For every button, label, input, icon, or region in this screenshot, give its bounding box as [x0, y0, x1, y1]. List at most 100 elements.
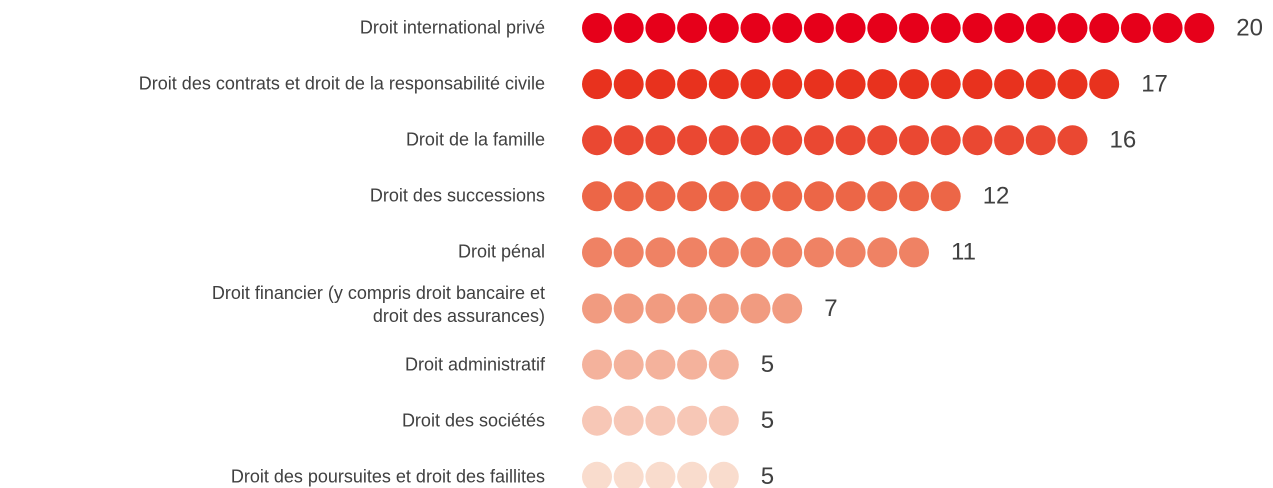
dot — [708, 349, 739, 380]
dot — [645, 293, 676, 324]
dot — [867, 237, 898, 268]
dot — [994, 69, 1025, 100]
value-label: 5 — [761, 351, 774, 378]
dot — [645, 237, 676, 268]
dot — [613, 13, 644, 43]
value-label: 17 — [1141, 70, 1168, 97]
dot — [867, 69, 898, 100]
value-label: 5 — [761, 407, 774, 434]
dot — [772, 293, 803, 324]
dot — [582, 237, 612, 268]
dot — [835, 181, 866, 212]
dot-row — [582, 13, 1215, 43]
dot — [772, 69, 803, 100]
dot — [740, 181, 771, 212]
dot — [994, 13, 1025, 43]
category-label: Droit des sociétés — [401, 410, 545, 431]
dot — [1120, 13, 1151, 43]
dot — [645, 405, 676, 436]
category-label: Droit de la famille — [405, 129, 545, 150]
dot — [867, 125, 898, 156]
dot — [740, 69, 771, 100]
dot — [582, 349, 612, 380]
category-label: Droit des successions — [369, 185, 545, 206]
dot-row — [582, 405, 739, 436]
dot — [708, 125, 739, 156]
category-label: Droit des poursuites et droit des failli… — [230, 466, 545, 487]
dot — [740, 13, 771, 43]
dot — [708, 181, 739, 212]
value-label: 7 — [824, 295, 837, 322]
dot — [582, 181, 612, 212]
value-label: 5 — [761, 463, 774, 488]
dot — [613, 69, 644, 100]
dot — [677, 293, 708, 324]
dot — [835, 125, 866, 156]
dot — [582, 125, 612, 156]
dot — [645, 181, 676, 212]
category-label: Droit international privé — [359, 17, 545, 38]
dot-row — [582, 349, 739, 380]
value-label: 20 — [1236, 14, 1263, 41]
dot — [962, 13, 993, 43]
category-label: Droit administratif — [404, 354, 545, 375]
dot — [677, 405, 708, 436]
category-label: Droit financier (y compris droit bancair… — [211, 282, 545, 326]
dot — [1057, 13, 1088, 43]
dot — [772, 13, 803, 43]
dot — [613, 405, 644, 436]
dot — [645, 125, 676, 156]
dot — [803, 125, 834, 156]
dot — [1089, 13, 1120, 43]
dot — [1152, 13, 1183, 43]
dot — [803, 13, 834, 43]
dot — [1184, 13, 1215, 43]
dot — [613, 349, 644, 380]
dot — [645, 69, 676, 100]
dot — [899, 181, 929, 212]
dot — [899, 125, 929, 156]
dot — [962, 125, 993, 156]
dot — [708, 405, 739, 436]
dot — [708, 293, 739, 324]
dot — [835, 13, 866, 43]
dot — [582, 293, 612, 324]
dot — [677, 125, 708, 156]
value-label: 16 — [1110, 127, 1137, 154]
dot — [930, 13, 961, 43]
dot — [582, 461, 612, 488]
dot — [803, 69, 834, 100]
dot — [1025, 125, 1056, 156]
dot — [1089, 69, 1120, 100]
dot — [1057, 125, 1088, 156]
dot — [582, 405, 612, 436]
dot — [772, 125, 803, 156]
dot-row — [582, 461, 739, 488]
dot — [708, 13, 739, 43]
dot — [899, 237, 929, 268]
dot-row — [582, 125, 1088, 156]
dot — [613, 461, 644, 488]
dot — [930, 69, 961, 100]
dot — [645, 13, 676, 43]
dot — [867, 181, 898, 212]
dot — [930, 181, 961, 212]
value-label: 12 — [983, 183, 1010, 210]
dot — [677, 13, 708, 43]
dot — [803, 237, 834, 268]
dot — [645, 349, 676, 380]
category-label: Droit pénal — [457, 241, 545, 262]
dot — [899, 13, 929, 43]
dot — [835, 237, 866, 268]
dot — [803, 181, 834, 212]
dot — [740, 293, 771, 324]
dot — [708, 69, 739, 100]
dot — [613, 237, 644, 268]
dot — [677, 237, 708, 268]
dot — [740, 237, 771, 268]
dot — [899, 69, 929, 100]
dot-row — [582, 181, 961, 212]
dot — [740, 125, 771, 156]
